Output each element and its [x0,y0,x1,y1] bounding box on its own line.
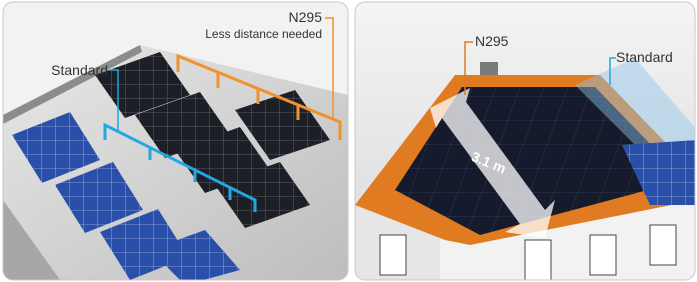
window [590,235,616,275]
n295-label: N295 [475,33,509,49]
standard-label: Standard [616,49,673,65]
standard-label: Standard [51,62,108,78]
window [525,240,551,280]
right-panel: N295 Standard 3.1 m [355,2,697,280]
window [380,235,406,275]
n295-label: N295 [289,9,323,25]
left-panel: N295 Less distance needed Standard [3,2,348,282]
illustration: N295 Less distance needed Standard N295 … [0,0,697,282]
page: N295 Less distance needed Standard N295 … [0,0,697,282]
window [650,225,676,265]
n295-caption: Less distance needed [205,27,322,41]
